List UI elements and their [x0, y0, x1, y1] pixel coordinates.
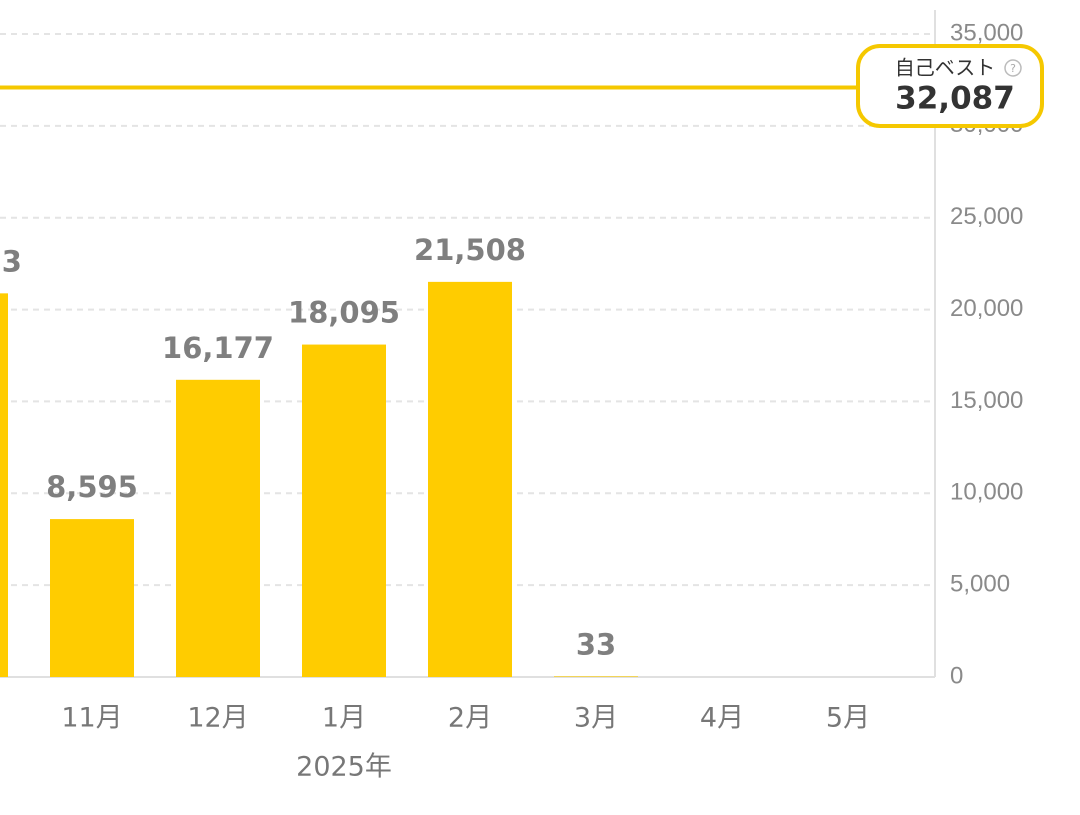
value-label: 33 [576, 627, 616, 661]
y-tick-label: 20,000 [950, 295, 1023, 322]
y-tick-label: 5,000 [950, 570, 1010, 597]
y-tick-label: 0 [950, 662, 963, 689]
y-tick-label: 35,000 [950, 19, 1023, 46]
value-label: 18,095 [288, 296, 400, 330]
y-tick-label: 10,000 [950, 479, 1023, 506]
x-tick-label: 3月 [574, 703, 618, 734]
bar [0, 293, 8, 677]
y-tick-label: 25,000 [950, 203, 1023, 230]
bar [50, 519, 134, 677]
bar [554, 676, 638, 677]
best-value: 32,087 [895, 81, 1015, 117]
value-label: 8,595 [46, 470, 138, 504]
x-tick-label: 11月 [61, 703, 122, 734]
x-tick-label: 12月 [187, 703, 248, 734]
x-tick-label: 1月 [322, 703, 366, 734]
x-tick-label: 2月 [448, 703, 492, 734]
value-label: 16,177 [162, 331, 274, 365]
x-tick-label: 5月 [826, 703, 870, 734]
value-label: 20,883 [0, 244, 22, 278]
bar [428, 281, 512, 677]
bar [176, 379, 260, 677]
best-badge [856, 44, 1044, 128]
year-label: 2025年 [296, 752, 392, 783]
value-label: 21,508 [414, 233, 526, 267]
x-tick-label: 4月 [700, 703, 744, 734]
bar [302, 344, 386, 677]
help-icon-mark: ? [1010, 62, 1016, 75]
y-tick-label: 15,000 [950, 387, 1023, 414]
best-label: 自己ベスト [895, 56, 995, 80]
help-icon [1004, 59, 1022, 77]
